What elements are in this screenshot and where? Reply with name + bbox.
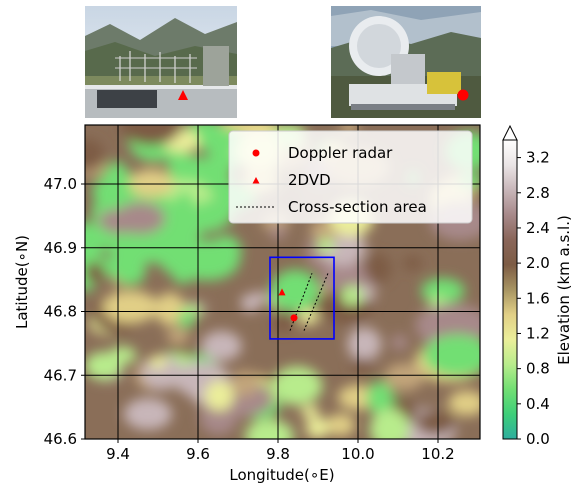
legend: Doppler radar 2DVD Cross-section area	[228, 130, 473, 224]
terrain-patch	[402, 256, 423, 271]
terrain-patch	[85, 138, 105, 172]
colorbar-ticks: 0.0 0.4 0.8 1.2 1.6 2.0 2.4 2.8 3.2	[517, 149, 550, 448]
photo-2dvd-site	[85, 6, 237, 118]
x-tick-label: 9.4	[106, 445, 130, 463]
terrain-patch	[115, 259, 146, 286]
terrain-patch	[366, 381, 394, 415]
terrain-patch	[415, 410, 455, 435]
legend-triangle-icon	[252, 177, 260, 184]
colorbar-tick-label: 3.2	[526, 149, 550, 167]
plot-frame	[84, 124, 481, 440]
y-axis-label: Latitude(∘N)	[13, 235, 31, 329]
y-tick-label: 47.0	[44, 175, 77, 193]
colorbar-tick-label: 1.6	[526, 289, 550, 307]
y-axis-ticks: 46.6 46.7 46.8 46.9 47.0	[44, 175, 85, 448]
colorbar-tick-label: 2.8	[526, 184, 550, 202]
doppler-radar-point	[290, 314, 298, 322]
terrain-patch	[305, 417, 330, 439]
legend-box	[228, 130, 473, 224]
colorbar-label: Elevation (km a.s.l.)	[555, 215, 573, 365]
x-tick-label: 10.2	[421, 445, 454, 463]
y-tick-label: 46.6	[44, 430, 77, 448]
terrain-patch	[174, 192, 194, 210]
terrain-patch	[115, 201, 166, 235]
legend-circle-icon	[252, 149, 260, 157]
grid-lines	[85, 125, 480, 440]
colorbar-tick-label: 1.2	[526, 324, 550, 342]
terrain-patch	[166, 327, 189, 345]
x-tick-label: 9.8	[266, 445, 290, 463]
terrain-patch	[167, 152, 197, 175]
y-tick-label: 46.7	[44, 366, 77, 384]
terrain-patch	[230, 370, 258, 397]
colorbar-tick-label: 0.8	[526, 360, 550, 378]
terrain-patch	[193, 200, 228, 232]
terrain-patch	[326, 413, 356, 437]
terrain-patch	[347, 327, 382, 361]
terrain-patch	[369, 408, 410, 439]
y-tick-label: 46.8	[44, 303, 77, 321]
overlay-layer	[269, 256, 335, 340]
photo-radar-site	[331, 6, 481, 118]
terrain-patch	[298, 308, 319, 325]
terrain-patch	[271, 269, 320, 312]
colorbar-frame	[502, 139, 518, 440]
y-tick-label: 46.9	[44, 239, 77, 257]
terrain-patch	[350, 358, 374, 373]
terrain-patch	[384, 363, 425, 391]
terrain-patch	[129, 169, 174, 198]
terrain-patch	[364, 253, 392, 284]
terrain-patch	[301, 405, 320, 419]
terrain-patch	[204, 380, 234, 411]
terrain-patch	[423, 334, 480, 377]
terrain-patch	[271, 366, 323, 406]
2dvd-point	[278, 288, 286, 296]
terrain-patch	[271, 315, 295, 332]
terrain-patch	[155, 292, 185, 326]
terrain-patch	[391, 334, 408, 351]
terrain-patch	[120, 125, 182, 146]
x-axis-ticks: 9.4 9.6 9.8 10.0 10.2	[106, 439, 455, 463]
photo-2dvd-marker-layer	[178, 90, 188, 100]
terrain-patch	[317, 238, 335, 254]
terrain-patch	[102, 290, 159, 324]
triangle-marker-icon	[178, 90, 188, 100]
photo-radar-site-image	[331, 6, 481, 118]
colorbar: 0.0 0.4 0.8 1.2 1.6 2.0 2.4 2.8 3.2 Elevation (k…	[502, 124, 573, 448]
terrain-layer	[85, 125, 480, 439]
terrain-patch	[210, 235, 242, 269]
terrain-patch	[240, 293, 261, 312]
legend-entry-2dvd: 2DVD	[288, 171, 331, 189]
colorbar-tick-label: 0.4	[526, 395, 550, 413]
legend-entry-doppler-radar: Doppler radar	[288, 144, 393, 162]
study-area-box	[269, 256, 335, 340]
terrain-patch	[245, 419, 294, 439]
circle-marker-icon	[457, 89, 469, 101]
colorbar-tick-label: 0.0	[526, 430, 550, 448]
x-tick-label: 10.0	[341, 445, 374, 463]
photo-2dvd-site-image	[85, 6, 237, 118]
terrain-patch	[201, 331, 242, 361]
colorbar-tick-label: 2.0	[526, 254, 550, 272]
colorbar-extend-arrow	[502, 124, 518, 141]
colorbar-fill	[503, 140, 517, 439]
terrain-patch	[178, 311, 195, 328]
terrain-patch	[85, 261, 105, 284]
x-tick-label: 9.6	[186, 445, 210, 463]
photo-radar-marker-layer	[457, 89, 469, 101]
colorbar-tick-label: 2.4	[526, 219, 550, 237]
x-axis-label: Longitude(∘E)	[229, 466, 334, 484]
terrain-patch	[123, 398, 172, 430]
legend-entry-cross-section: Cross-section area	[288, 198, 427, 216]
terrain-patch	[421, 278, 465, 304]
terrain-patch	[447, 390, 480, 416]
terrain-patch	[85, 351, 123, 380]
terrain-patch	[340, 285, 364, 306]
terrain-patch	[149, 355, 167, 369]
